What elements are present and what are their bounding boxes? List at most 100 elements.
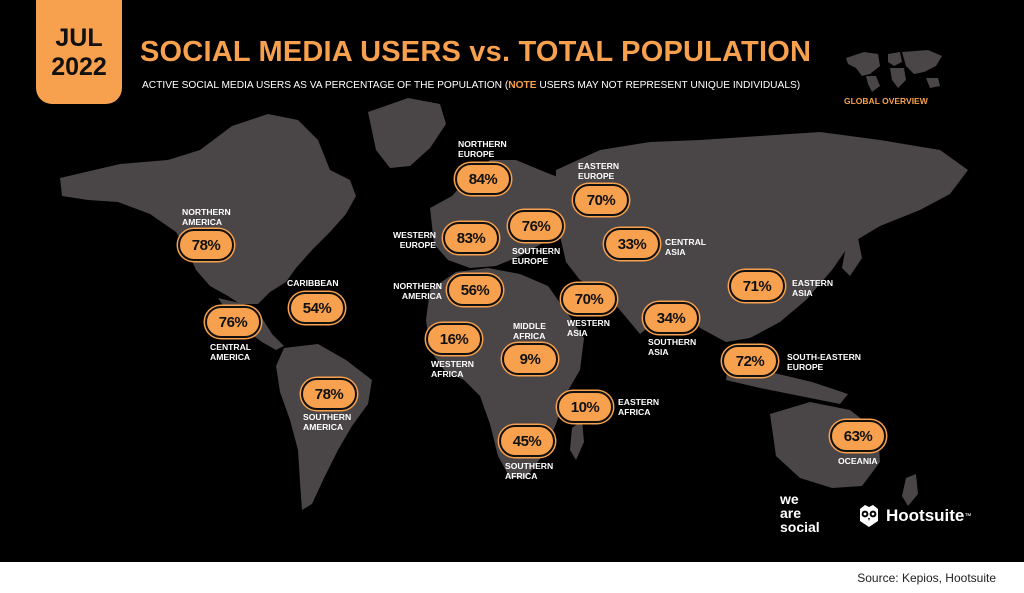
region-label-line: WESTERN xyxy=(431,359,474,369)
value-pill-caribbean: 54% xyxy=(289,292,345,324)
region-label-line: AFRICA xyxy=(505,471,538,481)
subtitle-text-start: ACTIVE SOCIAL MEDIA USERS AS VA PERCENTA… xyxy=(142,80,509,91)
owl-icon xyxy=(860,505,878,527)
region-label-line: ASIA xyxy=(665,247,686,257)
logo-line: we xyxy=(780,491,799,507)
region-label-central-asia: CENTRAL ASIA xyxy=(665,237,706,257)
region-label-line: EASTERN xyxy=(792,278,834,288)
region-label-line: CENTRAL xyxy=(210,342,252,352)
region-label-line: AFRICA xyxy=(513,331,546,341)
date-month: JUL xyxy=(55,24,103,52)
region-label-line: WESTERN xyxy=(393,230,436,240)
region-label-northern-america: NORTHERN AMERICA xyxy=(182,207,231,227)
region-label-line: SOUTHERN xyxy=(512,246,561,256)
value-pill-western-europe: 83% xyxy=(443,222,499,254)
value-text: 9% xyxy=(519,350,541,368)
region-label-southern-africa: SOUTHERN AFRICA xyxy=(505,461,553,481)
region-label-southern-asia: SOUTHERN ASIA xyxy=(648,337,696,357)
region-label-line: EUROPE xyxy=(512,256,549,266)
region-label-line: SOUTHERN xyxy=(505,461,554,471)
greenland-landmass xyxy=(368,98,446,168)
value-text: 56% xyxy=(460,281,490,299)
region-label-southern-europe: SOUTHERN EUROPE xyxy=(512,246,560,266)
value-text: 76% xyxy=(218,313,248,331)
region-label-line: EUROPE xyxy=(458,149,495,159)
region-label-line: ASIA xyxy=(648,347,669,357)
region-label-line: AFRICA xyxy=(431,369,464,379)
date-year: 2022 xyxy=(51,53,107,81)
region-label-western-europe: WESTERN EUROPE xyxy=(388,230,436,250)
value-pill-eastern-europe: 70% xyxy=(573,184,629,216)
region-label-line: AMERICA xyxy=(401,291,442,301)
value-pill-middle-africa: 9% xyxy=(502,343,558,375)
region-label-eastern-europe: EASTERN EUROPE xyxy=(578,161,619,181)
region-label-line: SOUTHERN xyxy=(648,337,697,347)
value-pill-northern-africa: 56% xyxy=(447,274,503,306)
region-label-line: NORTHERN xyxy=(182,207,231,217)
page-subtitle: ACTIVE SOCIAL MEDIA USERS AS VA PERCENTA… xyxy=(142,80,800,91)
value-text: 45% xyxy=(512,432,542,450)
subtitle-text-end: USERS MAY NOT REPRESENT UNIQUE INDIVIDUA… xyxy=(536,80,801,91)
value-text: 63% xyxy=(843,427,873,445)
region-label-central-america: CENTRAL AMERICA xyxy=(210,342,251,362)
asia-landmass xyxy=(556,132,968,342)
region-label-northern-europe: NORTHERN EUROPE xyxy=(458,139,507,159)
region-label-line: EASTERN xyxy=(578,161,620,171)
value-text: 78% xyxy=(191,236,221,254)
hootsuite-wordmark: Hootsuite xyxy=(886,506,965,525)
world-map xyxy=(60,98,968,510)
region-label-line: MIDDLE xyxy=(513,321,546,331)
value-pill-south-eastern-asia: 72% xyxy=(722,345,778,377)
we-are-social-logo: we are social xyxy=(780,492,820,534)
value-pill-eastern-africa: 10% xyxy=(557,391,613,423)
region-label-eastern-asia: EASTERN ASIA xyxy=(792,278,833,298)
madagascar-landmass xyxy=(570,420,584,460)
region-label-line: OCEANIA xyxy=(838,456,878,466)
new-zealand-landmass xyxy=(902,474,918,506)
region-label-eastern-africa: EASTERN AFRICA xyxy=(618,397,659,417)
region-label-line: ASIA xyxy=(792,288,813,298)
region-label-line: EASTERN xyxy=(618,397,660,407)
source-note: Source: Kepios, Hootsuite xyxy=(857,571,996,585)
region-label-line: SOUTHERN xyxy=(303,412,352,422)
subtitle-note: NOTE xyxy=(508,80,537,91)
north-america-landmass xyxy=(60,114,356,304)
value-text: 54% xyxy=(302,299,332,317)
region-label-southern-america: SOUTHERN AMERICA xyxy=(303,412,351,432)
region-label-line: ASIA xyxy=(567,328,588,338)
global-overview-label: GLOBAL OVERVIEW xyxy=(844,96,928,106)
region-label-western-asia: WESTERN ASIA xyxy=(567,318,610,338)
page-title: SOCIAL MEDIA USERS vs. TOTAL POPULATION xyxy=(140,36,812,68)
value-text: 72% xyxy=(735,352,765,370)
value-text: 70% xyxy=(574,290,604,308)
region-label-oceania: OCEANIA xyxy=(838,456,878,466)
region-label-line: CARIBBEAN xyxy=(287,278,339,288)
value-pill-central-asia: 33% xyxy=(604,228,660,260)
region-label-line: EUROPE xyxy=(399,240,436,250)
value-pill-southern-africa: 45% xyxy=(499,425,555,457)
value-text: 84% xyxy=(468,170,498,188)
region-label-line: EUROPE xyxy=(578,171,615,181)
hootsuite-logo: Hootsuite ™ xyxy=(856,503,971,529)
region-label-line: AFRICA xyxy=(618,407,651,417)
value-text: 78% xyxy=(314,385,344,403)
region-label-line: NORTHERN xyxy=(393,281,442,291)
region-label-northern-africa: NORTHERN AMERICA xyxy=(390,281,442,301)
value-pill-southern-asia: 34% xyxy=(643,302,699,334)
value-pill-eastern-asia: 71% xyxy=(729,270,785,302)
region-label-line: NORTHERN xyxy=(458,139,507,149)
value-pill-southern-europe: 76% xyxy=(508,210,564,242)
value-text: 71% xyxy=(742,277,772,295)
region-label-caribbean: CARIBBEAN xyxy=(287,278,339,288)
region-label-line: AMERICA xyxy=(303,422,344,432)
region-label-south-eastern-asia: SOUTH-EASTERN EUROPE xyxy=(787,352,861,372)
region-label-middle-africa: MIDDLE AFRICA xyxy=(513,321,546,341)
value-pill-northern-america: 78% xyxy=(178,229,234,261)
footer: Source: Kepios, Hootsuite xyxy=(0,562,1024,593)
region-label-line: AMERICA xyxy=(182,217,223,227)
value-text: 34% xyxy=(656,309,686,327)
region-label-line: WESTERN xyxy=(567,318,610,328)
value-pill-northern-europe: 84% xyxy=(455,163,511,195)
value-pill-western-africa: 16% xyxy=(426,323,482,355)
region-label-line: SOUTH-EASTERN xyxy=(787,352,862,362)
